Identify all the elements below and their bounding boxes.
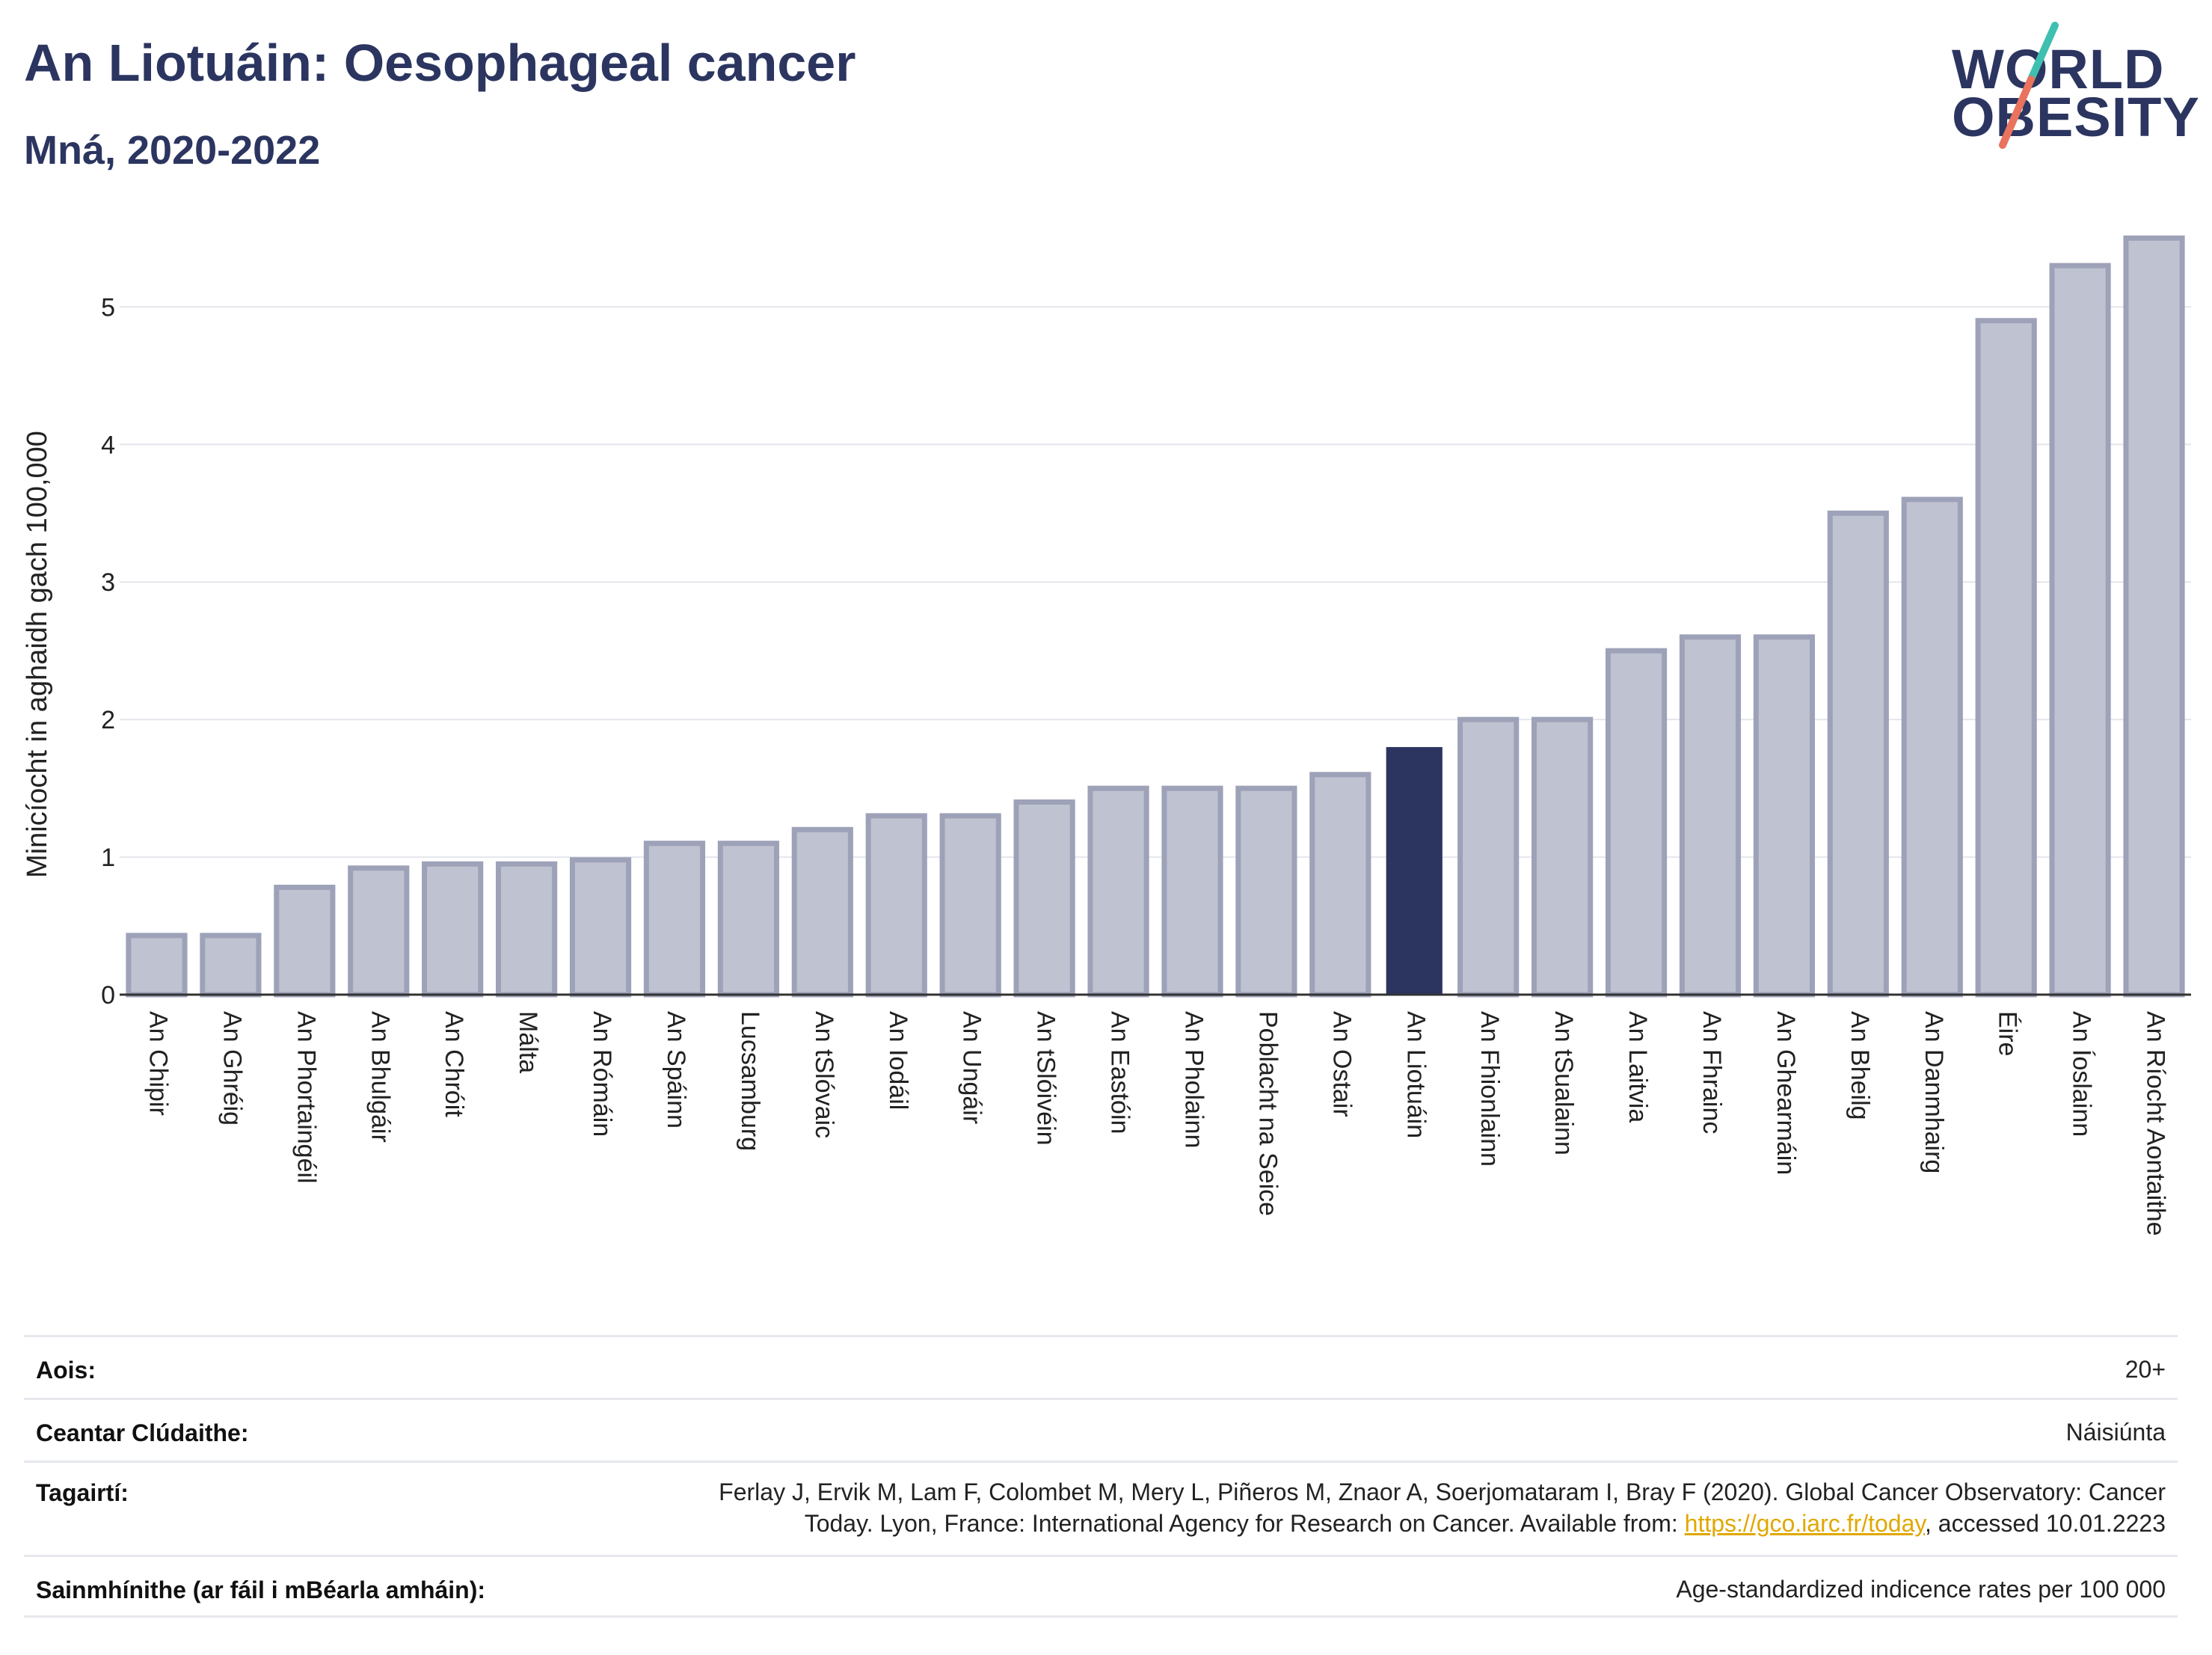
- y-tick-label: 3: [101, 568, 115, 597]
- y-tick-label: 5: [101, 293, 115, 322]
- references-label: Tagairtí:: [36, 1479, 129, 1506]
- bar: [2049, 262, 2111, 998]
- info-row-age: Aois: 20+: [24, 1335, 2178, 1398]
- logo-slash-icon: [1999, 22, 2059, 149]
- bar: [1975, 318, 2037, 998]
- info-row-definitions: Sainmhínithe (ar fáil i mBéarla amháin):…: [24, 1555, 2178, 1618]
- bar: [791, 826, 853, 998]
- y-tick-labels: 0 1 2 3 4 5: [101, 293, 115, 1010]
- world-obesity-logo: WORLD OBESITY: [1952, 21, 2199, 156]
- x-tick-label: An Ungáir: [958, 1011, 986, 1124]
- page-subtitle: Mná, 2020-2022: [24, 128, 321, 173]
- y-axis-label: Minicíocht in aghaidh gach 100,000: [22, 431, 53, 878]
- y-tick-label: 0: [101, 981, 115, 1010]
- bar: [1679, 634, 1742, 998]
- x-tick-label: An Phortaingéil: [292, 1011, 320, 1184]
- x-tick-label: An Chróit: [440, 1011, 468, 1117]
- bar: [1753, 634, 1815, 998]
- bar: [422, 861, 484, 998]
- bar: [2123, 235, 2185, 998]
- references-line1: Ferlay J, Ervik M, Lam F, Colombet M, Me…: [719, 1479, 2166, 1505]
- age-label: Aois:: [36, 1357, 96, 1384]
- bar: [274, 885, 336, 998]
- references-line2-post: , accessed 10.01.2223: [1924, 1510, 2166, 1537]
- bar: [1161, 785, 1223, 998]
- x-tick-label: Éire: [1994, 1011, 2022, 1056]
- bar: [348, 865, 410, 998]
- x-tick-label: An Ghréig: [218, 1011, 246, 1126]
- x-tick-labels: An Chipir An Ghréig An Phortaingéil An Bhul…: [144, 1011, 2169, 1236]
- info-row-references: Tagairtí: Ferlay J, Ervik M, Lam F, Colo…: [24, 1461, 2178, 1555]
- bar: [1013, 799, 1075, 998]
- x-tick-label: An Spáinn: [662, 1011, 690, 1129]
- bar: [717, 841, 779, 998]
- references-value: Ferlay J, Ervik M, Lam F, Colombet M, Me…: [446, 1476, 2166, 1539]
- info-row-area: Ceantar Clúdaithe: Náisiúnta: [24, 1398, 2178, 1461]
- x-tick-label: An Liotuáin: [1401, 1011, 1430, 1138]
- references-link[interactable]: https://gco.iarc.fr/today: [1684, 1510, 1925, 1537]
- definitions-value: Age-standardized indicence rates per 100…: [1676, 1576, 2166, 1603]
- x-tick-label: An Fhionlainn: [1475, 1011, 1504, 1167]
- bar: [643, 841, 706, 998]
- x-tick-label: An Ghearmáin: [1772, 1011, 1800, 1175]
- x-tick-label: An tSlóvaic: [810, 1011, 838, 1138]
- bar: [1235, 785, 1297, 998]
- x-tick-label: An Iodáil: [884, 1011, 912, 1110]
- bar: [1827, 510, 1889, 998]
- bar: [1901, 497, 1963, 998]
- x-tick-label: An Ríocht Aontaithe: [2142, 1011, 2170, 1236]
- x-tick-label: An Fhrainc: [1698, 1011, 1726, 1134]
- logo-line2: OBESITY: [1952, 86, 2200, 148]
- page-title: An Liotuáin: Oesophageal cancer: [24, 34, 856, 92]
- bar-chart: 0 1 2 3 4 5 An Chipir An Ghréig An Phortaingéil…: [22, 235, 2191, 1236]
- bar: [939, 813, 1001, 998]
- x-tick-label: An Bheilg: [1846, 1011, 1874, 1120]
- x-tick-label: Lucsamburg: [736, 1011, 764, 1151]
- y-tick-label: 2: [101, 706, 115, 734]
- x-tick-label: An Bhulgáir: [366, 1011, 394, 1143]
- x-tick-label: An Chipir: [144, 1011, 172, 1116]
- bar: [865, 813, 927, 998]
- x-tick-label: An Pholainn: [1179, 1011, 1208, 1148]
- x-tick-label: An Íoslainn: [2068, 1011, 2096, 1137]
- definitions-label: Sainmhínithe (ar fáil i mBéarla amháin):: [36, 1576, 486, 1603]
- x-tick-label: An Danmhairg: [1920, 1011, 1948, 1173]
- area-label: Ceantar Clúdaithe:: [36, 1419, 249, 1446]
- x-tick-label: An Eastóin: [1106, 1011, 1134, 1134]
- x-tick-label: An Laitvia: [1623, 1011, 1652, 1123]
- bar: [1605, 648, 1668, 998]
- logo-line1: WORLD: [1952, 38, 2165, 100]
- bar: [1531, 716, 1594, 998]
- references-line2: Today. Lyon, France: International Agenc…: [446, 1508, 2166, 1539]
- x-tick-label: Poblacht na Seice: [1253, 1011, 1282, 1216]
- x-tick-label: An tSlóivéin: [1032, 1011, 1060, 1146]
- x-tick-label: An Rómáin: [588, 1011, 616, 1137]
- bar: [1087, 785, 1149, 998]
- area-value: Náisiúnta: [2065, 1419, 2166, 1446]
- bar: [1386, 746, 1443, 995]
- bar: [1309, 772, 1371, 998]
- bar: [1457, 716, 1520, 998]
- bar: [200, 933, 262, 998]
- x-tick-label: An Ostair: [1327, 1011, 1356, 1117]
- age-value: 20+: [2125, 1356, 2166, 1383]
- bar: [126, 933, 188, 998]
- references-line2-pre: Today. Lyon, France: International Agenc…: [804, 1510, 1685, 1537]
- bar: [496, 861, 558, 998]
- bar: [569, 857, 632, 998]
- bars: [126, 235, 2185, 998]
- x-tick-label: An tSualainn: [1549, 1011, 1578, 1155]
- x-tick-label: Málta: [514, 1011, 542, 1073]
- y-tick-label: 1: [101, 844, 115, 872]
- y-tick-label: 4: [101, 431, 115, 459]
